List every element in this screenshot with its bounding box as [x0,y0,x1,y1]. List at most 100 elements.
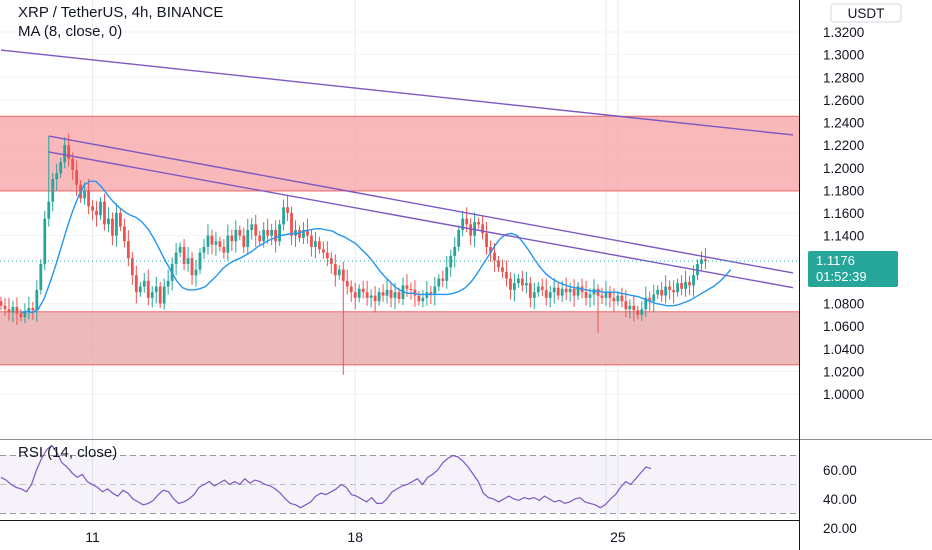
candle-body[interactable] [103,201,106,225]
candle-body[interactable] [202,246,206,253]
candle-body[interactable] [377,292,381,302]
candle-body[interactable] [608,292,612,298]
candle-body[interactable] [457,229,461,247]
candle-body[interactable] [540,286,544,290]
candle-body[interactable] [122,226,126,242]
candle-body[interactable] [174,252,178,264]
candle-body[interactable] [23,311,27,318]
candle-body[interactable] [226,235,230,253]
candle-body[interactable] [513,283,516,290]
candle-body[interactable] [453,246,457,256]
candle-body[interactable] [321,249,325,253]
candle-body[interactable] [449,255,453,268]
candle-body[interactable] [489,246,492,253]
candle-body[interactable] [604,292,608,298]
candle-body[interactable] [461,218,465,230]
candle-body[interactable] [520,278,524,286]
candle-body[interactable] [210,235,214,245]
candle-body[interactable] [214,241,218,245]
trendline[interactable] [48,151,794,289]
candle-body[interactable] [616,295,620,302]
candle-body[interactable] [429,292,433,295]
candle-body[interactable] [485,233,488,247]
candle-body[interactable] [497,260,500,268]
candle-body[interactable] [11,306,15,313]
candle-body[interactable] [652,294,656,302]
candle-body[interactable] [158,286,162,304]
candle-body[interactable] [0,301,3,306]
candle-body[interactable] [473,222,477,236]
candle-body[interactable] [286,207,289,213]
candle-body[interactable] [389,289,393,298]
candle-body[interactable] [445,267,449,281]
candle-body[interactable] [644,297,648,310]
price-axis[interactable]: 1.00001.02001.04001.06001.08001.10001.12… [823,25,864,402]
candle-body[interactable] [266,229,270,236]
candle-body[interactable] [154,286,158,293]
candle-body[interactable] [501,267,504,272]
candle-body[interactable] [700,259,703,264]
ma-indicator-label[interactable]: MA (8, close, 0) [18,23,122,40]
candle-body[interactable] [353,292,357,298]
candle-body[interactable] [47,201,51,219]
candle-body[interactable] [19,313,23,318]
candle-body[interactable] [421,297,425,302]
candle-body[interactable] [138,286,142,293]
candle-body[interactable] [162,286,166,304]
candle-body[interactable] [222,246,226,253]
candle-body[interactable] [35,289,39,311]
candle-body[interactable] [572,288,576,296]
candle-body[interactable] [624,301,628,310]
candle-body[interactable] [27,308,31,312]
candle-body[interactable] [528,283,532,298]
candle-body[interactable] [481,224,484,234]
candle-body[interactable] [333,263,337,276]
candle-body[interactable] [39,263,43,290]
candle-body[interactable] [341,269,345,281]
symbol-title[interactable]: XRP / TetherUS, 4h, BINANCE [18,4,223,21]
candle-body[interactable] [648,297,652,302]
candle-body[interactable] [3,305,7,310]
candle-body[interactable] [381,292,385,296]
candle-body[interactable] [656,289,660,295]
candle-body[interactable] [676,283,679,293]
candle-body[interactable] [290,213,293,236]
candle-body[interactable] [640,309,644,315]
candle-body[interactable] [182,246,186,264]
candle-body[interactable] [493,252,496,261]
candle-body[interactable] [505,271,508,279]
candle-body[interactable] [405,285,409,289]
candle-body[interactable] [393,292,397,298]
candle-body[interactable] [91,206,94,211]
candle-body[interactable] [270,229,274,236]
candle-body[interactable] [119,213,122,227]
candle-body[interactable] [190,258,194,276]
candle-body[interactable] [310,235,313,247]
candle-body[interactable] [7,309,11,313]
candle-body[interactable] [548,292,552,298]
candle-body[interactable] [357,288,361,298]
candle-body[interactable] [636,310,640,315]
candle-body[interactable] [588,294,592,298]
candle-body[interactable] [612,297,616,302]
candle-body[interactable] [218,241,222,247]
candle-body[interactable] [329,258,333,264]
candle-body[interactable] [409,288,413,290]
candle-body[interactable] [668,286,672,290]
candle-body[interactable] [298,229,301,238]
candle-body[interactable] [258,235,262,242]
candle-body[interactable] [684,282,687,289]
candle-body[interactable] [134,275,138,293]
candle-body[interactable] [552,287,556,293]
rsi-indicator-label[interactable]: RSI (14, close) [18,444,117,461]
candle-body[interactable] [620,295,624,302]
candle-body[interactable] [477,222,480,225]
candle-body[interactable] [680,283,683,289]
candle-body[interactable] [63,145,67,163]
candle-body[interactable] [536,286,540,293]
candle-body[interactable] [544,289,548,298]
candle-body[interactable] [465,218,469,225]
candle-body[interactable] [517,278,520,284]
candle-body[interactable] [111,218,114,236]
